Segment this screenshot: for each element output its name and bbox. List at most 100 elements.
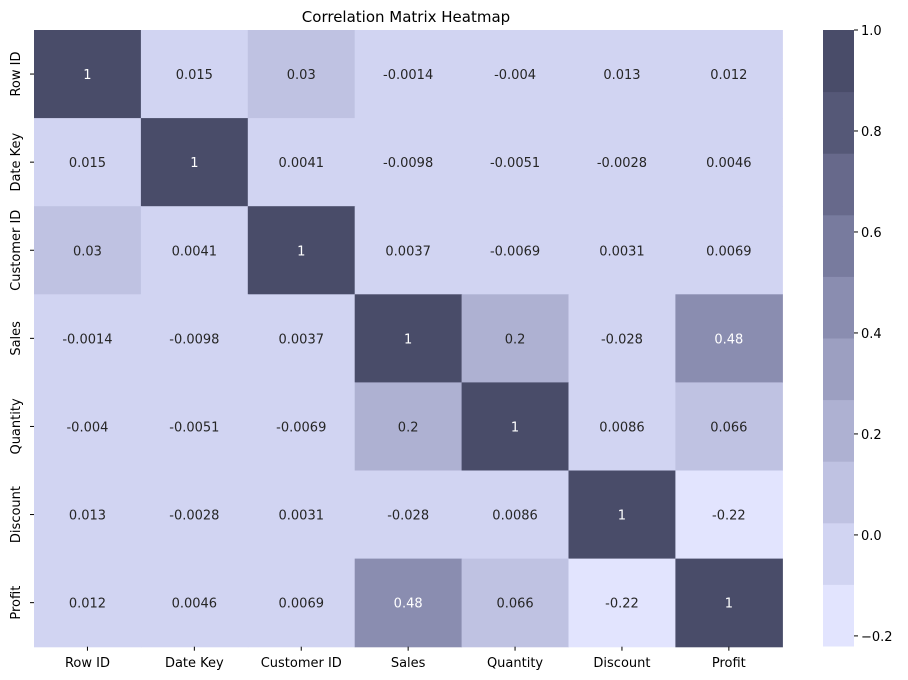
heatmap-cell xyxy=(247,382,356,472)
colorbar-tick-label: 0.8 xyxy=(861,125,882,140)
colorbar-tick-label: 0.6 xyxy=(861,226,882,241)
heatmap-cell xyxy=(461,118,570,207)
colorbar: 1.0 0.8 0.6 0.4 0.2 0.0 −0.2 xyxy=(823,24,893,647)
heatmap-cell xyxy=(568,118,676,207)
heatmap-cell xyxy=(675,558,783,648)
colorbar-segment xyxy=(823,584,854,647)
x-axis-tick-labels: Row ID Date Key Customer ID Sales Quantity Di… xyxy=(65,646,746,671)
heatmap-cell xyxy=(354,558,463,648)
heatmap-cell xyxy=(354,470,463,560)
heatmap-cell-label: 0.066 xyxy=(496,597,533,612)
y-tick-label: Quantity xyxy=(9,398,24,454)
heatmap-cell-label: 0.0086 xyxy=(492,509,538,524)
heatmap-cell-label: 1 xyxy=(511,420,519,435)
y-tick-label: Date Key xyxy=(9,132,24,191)
heatmap-cell-label: 0.2 xyxy=(398,420,419,435)
heatmap-cell-label: 0.03 xyxy=(287,68,316,83)
heatmap-cell-label: 0.012 xyxy=(69,597,106,612)
heatmap-cell xyxy=(140,558,249,648)
heatmap-cell xyxy=(140,294,249,383)
x-tick-label: Date Key xyxy=(165,656,224,671)
colorbar-tick-label: 1.0 xyxy=(861,24,882,39)
heatmap-cell-label: -0.0014 xyxy=(62,332,112,347)
heatmap-cell-label: -0.0014 xyxy=(383,68,433,83)
chart-title: Correlation Matrix Heatmap xyxy=(302,8,510,26)
heatmap-cell-label: 0.48 xyxy=(714,332,743,347)
heatmap-cell-label: 0.2 xyxy=(505,332,526,347)
heatmap-cell-label: 0.0069 xyxy=(706,244,752,259)
x-tick-label: Quantity xyxy=(487,656,543,671)
heatmap-cell-label: 0.0046 xyxy=(172,597,218,612)
heatmap-cell-label: -0.0069 xyxy=(490,244,540,259)
heatmap-cell-label: 0.03 xyxy=(73,244,102,259)
heatmap-cell xyxy=(675,30,783,119)
heatmap-cell-label: 0.013 xyxy=(603,68,640,83)
colorbar-segment xyxy=(823,399,854,462)
colorbar-tick-label: 0.0 xyxy=(861,529,882,544)
heatmap-cell-label: 0.48 xyxy=(394,597,423,612)
heatmap-cell xyxy=(247,30,356,119)
heatmap-cell-label: 1 xyxy=(725,597,733,612)
heatmap-cell xyxy=(461,558,570,648)
heatmap-cell xyxy=(354,118,463,207)
heatmap-cell-label: -0.22 xyxy=(605,597,639,612)
y-tick-label: Profit xyxy=(9,586,24,620)
colorbar-segment xyxy=(823,91,854,154)
heatmap-cell xyxy=(247,294,356,383)
heatmap-cell-label: 0.015 xyxy=(176,68,213,83)
heatmap-cell-label: 0.012 xyxy=(710,68,747,83)
heatmap-cell-label: 0.0037 xyxy=(385,244,431,259)
heatmap-cell xyxy=(675,470,783,560)
heatmap-cell-label: 0.0069 xyxy=(279,597,325,612)
x-tick-label: Customer ID xyxy=(261,656,342,671)
heatmap-cell-label: -0.004 xyxy=(66,420,108,435)
heatmap-cell-label: 1 xyxy=(618,509,626,524)
heatmap-cell xyxy=(34,294,142,383)
heatmap-cell xyxy=(568,470,676,560)
heatmap-cell xyxy=(140,470,249,560)
heatmap-cell-label: -0.0028 xyxy=(597,156,647,171)
y-tick-label: Discount xyxy=(9,486,24,543)
heatmap-cell-label: -0.004 xyxy=(494,68,536,83)
heatmap-cell-label: 0.066 xyxy=(710,420,747,435)
heatmap-cell-label: 1 xyxy=(404,332,412,347)
colorbar-segment xyxy=(823,30,854,93)
heatmap-cell xyxy=(675,382,783,472)
colorbar-segment xyxy=(823,522,854,585)
heatmap-cell xyxy=(34,470,142,560)
colorbar-segment xyxy=(823,338,854,401)
heatmap-cell xyxy=(568,558,676,648)
heatmap-cell xyxy=(675,294,783,383)
y-tick-label: Customer ID xyxy=(9,210,24,291)
heatmap-cell-label: -0.0051 xyxy=(169,420,219,435)
heatmap-cell-label: 0.0041 xyxy=(172,244,218,259)
heatmap-cell xyxy=(354,294,463,383)
heatmap-cell xyxy=(247,558,356,648)
y-tick-label: Row ID xyxy=(9,52,24,97)
heatmap-cell xyxy=(140,118,249,207)
heatmap-cell xyxy=(247,470,356,560)
heatmap-cell-label: -0.0069 xyxy=(276,420,326,435)
x-tick-label: Profit xyxy=(712,656,746,671)
heatmap-cell xyxy=(247,206,356,295)
heatmap-cell xyxy=(247,118,356,207)
heatmap-cell xyxy=(568,382,676,472)
heatmap-cell xyxy=(568,206,676,295)
heatmap-cell-label: 0.013 xyxy=(69,509,106,524)
heatmap-cell-label: 0.0037 xyxy=(279,332,325,347)
colorbar-segment xyxy=(823,461,854,524)
heatmap-cell-label: -0.0098 xyxy=(383,156,433,171)
heatmap-cell xyxy=(461,294,570,383)
heatmap-cell-label: 1 xyxy=(297,244,305,259)
heatmap-cell xyxy=(34,118,142,207)
heatmap-cell-label: 0.0031 xyxy=(599,244,645,259)
heatmap-cell-label: 0.015 xyxy=(69,156,106,171)
heatmap-cell-label: -0.22 xyxy=(712,509,746,524)
heatmap-cell-label: -0.028 xyxy=(387,509,429,524)
colorbar-tick-label: 0.4 xyxy=(861,327,882,342)
heatmap-cell-label: 1 xyxy=(190,156,198,171)
heatmap-cell xyxy=(140,382,249,472)
heatmap-cell xyxy=(34,382,142,472)
heatmap-cell-label: -0.0028 xyxy=(169,509,219,524)
